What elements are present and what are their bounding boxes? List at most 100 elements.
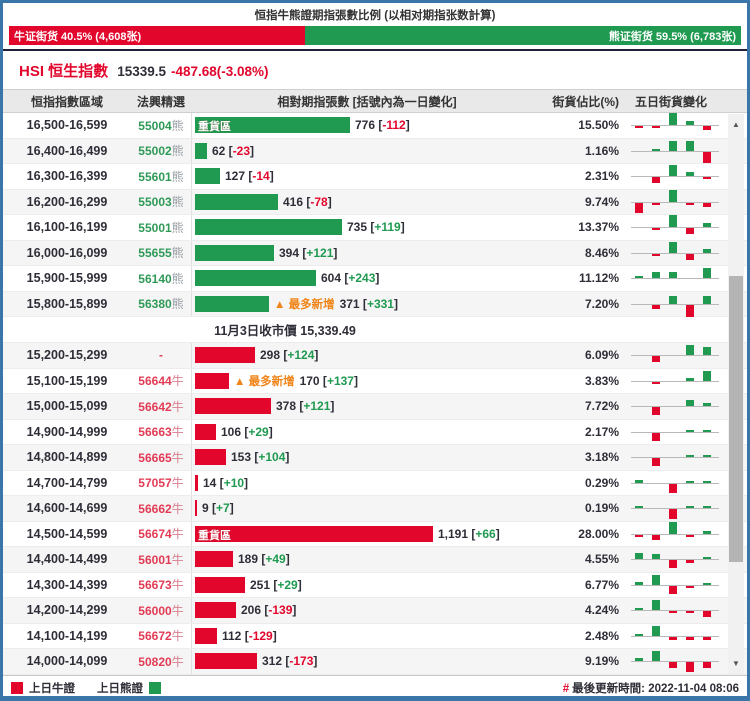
spark-bar xyxy=(686,506,694,509)
volume-value: 106 [+29] xyxy=(221,424,273,439)
scrollbar-thumb[interactable] xyxy=(729,276,743,562)
volume-bar xyxy=(195,219,342,236)
index-range: 14,800-14,899 xyxy=(26,450,108,465)
one-day-change: +331 xyxy=(366,296,394,311)
table-row: 16,400-16,499 55002熊 62 [-23] 1.16% xyxy=(3,138,747,164)
os-percentage: 2.31% xyxy=(584,169,619,184)
spark-bar xyxy=(635,658,643,662)
warrant-code-link[interactable]: 56672牛 xyxy=(131,627,191,644)
index-range: 14,300-14,399 xyxy=(26,577,108,592)
warrant-code-link[interactable]: 55655熊 xyxy=(131,244,191,261)
volume-value: 189 [+49] xyxy=(238,552,290,567)
warrant-code-link[interactable]: 55003熊 xyxy=(131,193,191,210)
volume-bar xyxy=(195,627,217,644)
volume-bar xyxy=(195,653,257,670)
scroll-up-icon[interactable]: ▲ xyxy=(732,119,740,129)
table-row: 14,500-14,599 56674牛 重貨區 1,191 [+66] 28.00% xyxy=(3,521,747,547)
one-day-change: +119 xyxy=(374,220,401,235)
one-day-change: +104 xyxy=(258,450,286,465)
five-day-chart xyxy=(631,573,719,597)
spark-bar xyxy=(635,276,643,279)
warrant-code-number: 56140 xyxy=(138,271,172,286)
volume-value: 9 [+7] xyxy=(202,501,234,516)
volume-value: 378 [+121] xyxy=(276,399,335,414)
spark-bar xyxy=(703,223,711,228)
warrant-code-link[interactable]: 56673牛 xyxy=(131,576,191,593)
warrant-code-number: 56000 xyxy=(138,603,172,618)
volume-bar: 重貨區 xyxy=(195,525,433,542)
volume-bar-cell: 106 [+29] xyxy=(191,419,543,444)
warrant-code-link[interactable]: 56642牛 xyxy=(131,398,191,415)
os-percentage: 9.19% xyxy=(584,654,619,669)
warrant-code-link[interactable]: 56000牛 xyxy=(131,602,191,619)
warrant-code-link[interactable]: 55001熊 xyxy=(131,219,191,236)
table-row: 14,600-14,699 56662牛 9 [+7] 0.19% xyxy=(3,496,747,522)
table-body: 16,500-16,599 55004熊 重貨區 776 [-112] 15.50% 16… xyxy=(3,113,747,675)
spark-bar xyxy=(652,458,660,467)
scroll-down-icon[interactable]: ▼ xyxy=(732,659,740,668)
warrant-code-link[interactable]: 55004熊 xyxy=(131,117,191,134)
scrollbar[interactable]: ▲ ▼ xyxy=(728,114,744,674)
os-percentage: 3.83% xyxy=(584,373,619,388)
spark-baseline xyxy=(631,635,719,637)
table-row: 16,300-16,399 55601熊 127 [-14] 2.31% xyxy=(3,164,747,190)
spark-bar xyxy=(686,400,694,407)
warrant-code-suffix: 牛 xyxy=(171,450,184,465)
warrant-code-link[interactable]: 56665牛 xyxy=(131,449,191,466)
volume-bar xyxy=(195,474,198,491)
warrant-code-link[interactable]: - xyxy=(131,348,191,362)
index-range: 16,200-16,299 xyxy=(26,194,108,209)
five-day-chart-cell xyxy=(619,139,723,163)
spark-bar xyxy=(652,625,660,636)
warrant-code-number: 55004 xyxy=(138,118,172,133)
five-day-chart-cell xyxy=(619,471,723,495)
one-day-change: +10 xyxy=(223,475,245,490)
volume-bar-cell: ▲ 最多新增 371 [+331] xyxy=(191,291,543,316)
five-day-chart xyxy=(631,496,719,520)
spark-bar xyxy=(652,407,660,416)
warrant-code-suffix: 熊 xyxy=(171,144,184,159)
spark-baseline xyxy=(631,661,719,663)
warrant-code-number: 56380 xyxy=(138,297,172,312)
warrant-code-link[interactable]: 50820牛 xyxy=(131,653,191,670)
os-percentage: 0.29% xyxy=(584,475,619,490)
table-row: 15,900-15,999 56140熊 604 [+243] 11.12% xyxy=(3,266,747,292)
spark-baseline xyxy=(631,431,719,433)
warrant-code-suffix: 牛 xyxy=(171,399,184,414)
spark-baseline xyxy=(631,303,719,305)
warrant-code-link[interactable]: 55002熊 xyxy=(131,142,191,159)
warrant-code-number: 55003 xyxy=(138,195,172,210)
warrant-code-link[interactable]: 57057牛 xyxy=(131,474,191,491)
warrant-code-link[interactable]: 56662牛 xyxy=(131,500,191,517)
warrant-code-link[interactable]: 56140熊 xyxy=(131,270,191,287)
spark-bar xyxy=(635,126,643,129)
spark-baseline xyxy=(631,176,719,178)
one-day-change: -14 xyxy=(252,169,270,184)
warrant-code-link[interactable]: 56674牛 xyxy=(131,525,191,542)
warrant-code-number: 56001 xyxy=(138,552,172,567)
five-day-chart xyxy=(631,139,719,163)
spark-bar xyxy=(686,455,694,458)
close-price-row: 11月3日收市價 15,339.49 xyxy=(3,317,747,343)
warrant-code-empty: - xyxy=(159,348,163,363)
index-range: 16,500-16,599 xyxy=(26,118,108,133)
warrant-code-suffix: 熊 xyxy=(171,220,184,235)
warrant-code-link[interactable]: 55601熊 xyxy=(131,168,191,185)
spark-bar xyxy=(703,370,711,381)
update-hash-icon: # xyxy=(562,683,570,695)
volume-bar-cell: 189 [+49] xyxy=(191,547,543,572)
table-row: 16,100-16,199 55001熊 735 [+119] 13.37% xyxy=(3,215,747,241)
warrant-code-link[interactable]: 56663牛 xyxy=(131,423,191,440)
spark-bar xyxy=(635,506,643,509)
spark-bar xyxy=(652,228,660,231)
five-day-chart-cell xyxy=(619,241,723,265)
spark-bar xyxy=(635,202,643,213)
spark-bar xyxy=(703,295,711,304)
warrant-code-link[interactable]: 56001牛 xyxy=(131,551,191,568)
warrant-code-link[interactable]: 56380熊 xyxy=(131,295,191,312)
spark-bar xyxy=(686,304,694,317)
index-range: 16,000-16,099 xyxy=(26,245,108,260)
spark-bar xyxy=(703,662,711,669)
warrant-code-link[interactable]: 56644牛 xyxy=(131,372,191,389)
one-day-change: +121 xyxy=(303,399,331,414)
